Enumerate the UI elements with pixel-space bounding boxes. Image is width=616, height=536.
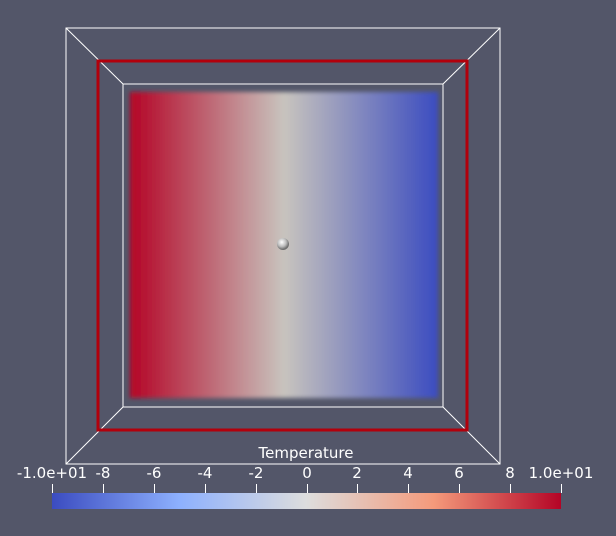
outline-edge-top-right: [442, 27, 501, 85]
outline-edge-bottom-right: [442, 406, 501, 465]
outline-edge-bottom-left: [65, 406, 124, 465]
probe-sphere[interactable]: [277, 238, 289, 250]
selection-highlight-frame: [96, 59, 469, 432]
outline-outer-frame: [65, 27, 501, 465]
outline-inner-frame: [122, 83, 444, 408]
outline-edge-top-left: [65, 27, 124, 85]
